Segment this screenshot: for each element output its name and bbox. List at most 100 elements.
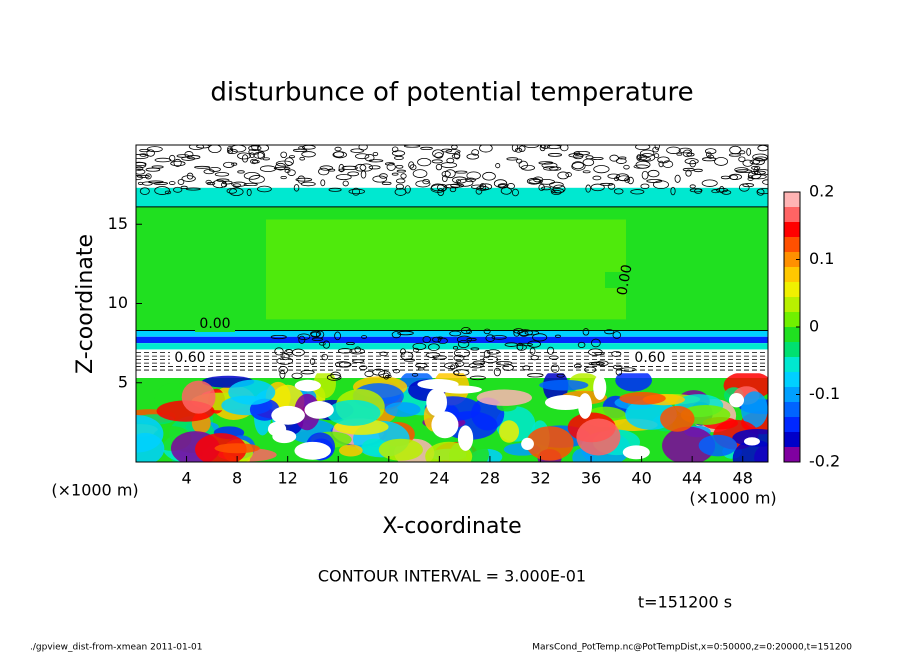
noise — [257, 185, 272, 193]
noise — [652, 180, 669, 189]
noise — [400, 348, 406, 355]
noise — [604, 329, 615, 335]
noise — [395, 183, 404, 190]
noise — [352, 359, 365, 363]
noise — [372, 151, 379, 157]
noise — [715, 187, 729, 193]
white-eddy — [304, 401, 334, 419]
noise — [280, 175, 287, 180]
white-eddy — [426, 388, 448, 417]
noise — [347, 171, 359, 177]
noise — [297, 175, 306, 184]
noise — [565, 172, 572, 178]
noise — [550, 364, 560, 373]
noise — [762, 179, 768, 185]
noise — [549, 166, 562, 171]
y-tick-label: 5 — [118, 372, 128, 391]
noise — [738, 156, 746, 163]
noise — [647, 169, 660, 178]
noise — [360, 170, 367, 179]
noise — [394, 188, 407, 196]
noise — [386, 163, 396, 171]
noise — [654, 145, 660, 151]
eddy — [313, 369, 336, 399]
colorbar-segment — [784, 312, 800, 327]
noise — [742, 183, 755, 188]
white-eddy — [294, 379, 321, 392]
noise — [338, 168, 345, 172]
noise — [400, 173, 407, 179]
noise — [246, 188, 252, 197]
noise — [173, 158, 182, 167]
noise — [194, 165, 211, 169]
noise — [278, 365, 288, 375]
noise — [348, 188, 365, 195]
noise — [420, 146, 433, 151]
noise — [689, 184, 696, 189]
noise — [682, 167, 695, 172]
noise — [599, 182, 614, 186]
noise — [231, 181, 247, 187]
noise — [630, 189, 645, 195]
cyan-band2 — [136, 330, 768, 337]
noise — [214, 172, 230, 177]
noise — [504, 342, 519, 347]
noise — [322, 340, 331, 349]
white-eddy — [271, 405, 305, 425]
noise — [453, 369, 470, 377]
noise — [455, 179, 462, 183]
noise — [453, 354, 465, 362]
noise — [518, 160, 529, 170]
white-eddy — [431, 411, 459, 439]
noise — [136, 169, 146, 175]
noise — [139, 153, 147, 157]
noise — [483, 328, 491, 335]
colorbar-segment — [784, 342, 800, 357]
noise — [591, 338, 601, 348]
noise — [154, 186, 171, 195]
noise — [466, 329, 472, 335]
x-tick-label: 24 — [429, 469, 449, 488]
y-tick-label: 15 — [108, 214, 128, 233]
noise — [299, 157, 305, 161]
white-eddy — [457, 425, 474, 451]
noise — [614, 176, 620, 182]
noise — [334, 331, 341, 341]
y-tick-label: 10 — [108, 293, 128, 312]
noise — [372, 175, 388, 183]
noise — [662, 160, 674, 168]
green-light — [266, 219, 626, 320]
noise — [237, 152, 251, 160]
noise — [611, 351, 622, 357]
colorbar-segment — [784, 252, 800, 267]
noise — [594, 352, 605, 356]
white-eddy — [294, 441, 331, 460]
noise — [352, 187, 360, 196]
noise — [676, 152, 683, 156]
colorbar-segment — [784, 192, 800, 207]
contour-label: 0.00 — [199, 316, 230, 332]
noise — [164, 190, 172, 195]
noise — [379, 351, 388, 357]
colorbar-segment — [784, 417, 800, 432]
noise — [442, 175, 448, 182]
eddy — [385, 402, 421, 417]
noise — [368, 165, 381, 170]
noise — [430, 184, 447, 193]
eddy — [338, 444, 363, 457]
noise — [384, 374, 392, 379]
noise — [403, 145, 421, 148]
noise — [742, 159, 754, 167]
noise — [582, 170, 591, 174]
noise — [337, 348, 353, 354]
noise — [326, 374, 342, 381]
noise — [284, 169, 291, 173]
noise — [445, 149, 461, 154]
noise — [457, 339, 470, 349]
colorbar-segment — [784, 402, 800, 417]
contour-label: 0.60 — [174, 350, 205, 366]
noise — [491, 335, 507, 340]
noise — [593, 165, 610, 174]
noise — [136, 162, 147, 167]
noise — [364, 153, 375, 162]
